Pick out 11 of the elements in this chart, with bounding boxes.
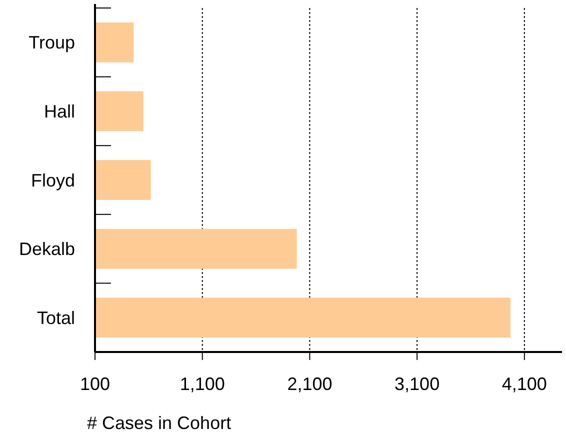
x-tick-label: 4,100 (502, 374, 547, 394)
x-tick-label: 100 (80, 374, 110, 394)
x-axis-title: # Cases in Cohort (87, 413, 232, 433)
x-tick-label: 2,100 (287, 374, 332, 394)
y-tick-label: Troup (28, 32, 75, 53)
y-tick-label: Hall (44, 102, 75, 122)
y-tick-label: Dekalb (18, 239, 75, 260)
x-tick-label: 3,100 (394, 374, 440, 394)
y-tick-label: Total (36, 308, 75, 328)
y-tick-label: Floyd (30, 170, 75, 190)
x-tick-label: 1,100 (180, 374, 225, 394)
